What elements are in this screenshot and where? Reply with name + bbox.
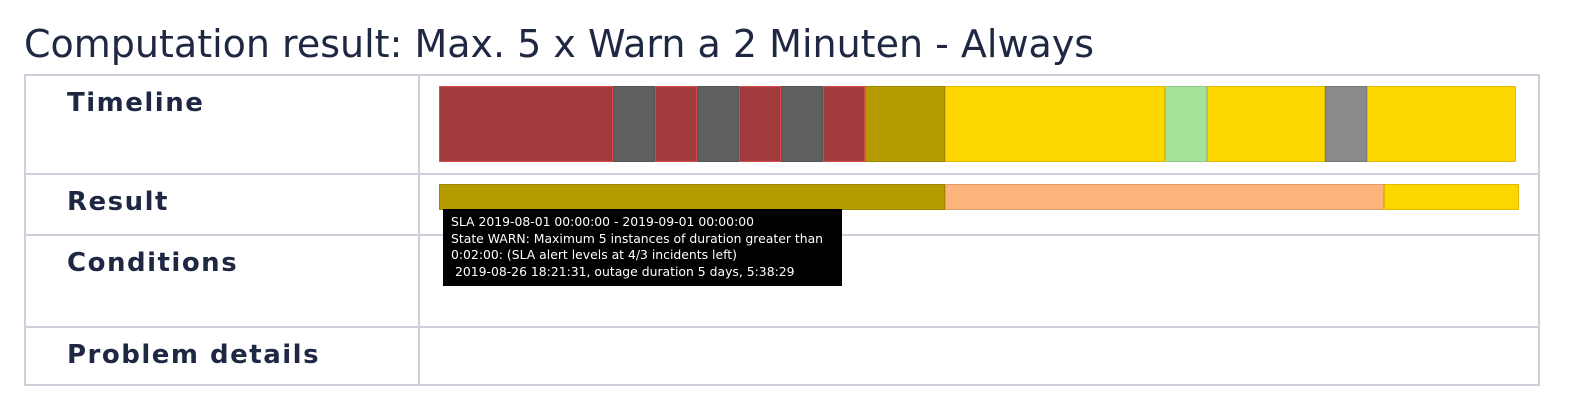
- timeline-segment-warn[interactable]: [1207, 86, 1325, 162]
- timeline-segment-warn_dark[interactable]: [865, 86, 945, 162]
- tooltip-line-levels: 0:02:00: (SLA alert levels at 4/3 incide…: [451, 247, 737, 262]
- timeline-segment-warn[interactable]: [945, 86, 1165, 162]
- row-label-result: Result: [67, 187, 169, 217]
- row-conditions: Conditions: [26, 236, 1538, 328]
- page-title: Computation result: Max. 5 x Warn a 2 Mi…: [24, 22, 1095, 66]
- result-segment-warn_dark[interactable]: [439, 184, 945, 210]
- result-tooltip: SLA 2019-08-01 00:00:00 - 2019-09-01 00:…: [443, 209, 842, 286]
- row-label-conditions: Conditions: [67, 248, 239, 278]
- result-bar[interactable]: [439, 184, 1519, 210]
- timeline-segment-unknown_dark[interactable]: [697, 86, 739, 162]
- tooltip-line-period: SLA 2019-08-01 00:00:00 - 2019-09-01 00:…: [451, 214, 755, 229]
- row-label-timeline: Timeline: [67, 88, 205, 118]
- column-divider: [418, 76, 420, 384]
- tooltip-line-outage: 2019-08-26 18:21:31, outage duration 5 d…: [451, 263, 795, 279]
- timeline-bar[interactable]: [439, 86, 1516, 162]
- timeline-segment-warn[interactable]: [1367, 86, 1516, 162]
- timeline-segment-unknown_dark[interactable]: [613, 86, 655, 162]
- timeline-segment-crit[interactable]: [439, 86, 613, 162]
- timeline-segment-crit[interactable]: [739, 86, 781, 162]
- row-timeline: Timeline: [26, 76, 1538, 175]
- result-segment-orange[interactable]: [945, 184, 1384, 210]
- timeline-segment-unknown[interactable]: [1325, 86, 1367, 162]
- timeline-segment-unknown_dark[interactable]: [781, 86, 823, 162]
- timeline-segment-ok[interactable]: [1165, 86, 1207, 162]
- row-label-problem-details: Problem details: [67, 340, 321, 370]
- timeline-segment-crit[interactable]: [823, 86, 865, 162]
- timeline-segment-crit[interactable]: [655, 86, 697, 162]
- tooltip-line-state: State WARN: Maximum 5 instances of durat…: [451, 230, 824, 246]
- result-segment-warn[interactable]: [1384, 184, 1519, 210]
- row-problem-details: Problem details: [26, 328, 1538, 384]
